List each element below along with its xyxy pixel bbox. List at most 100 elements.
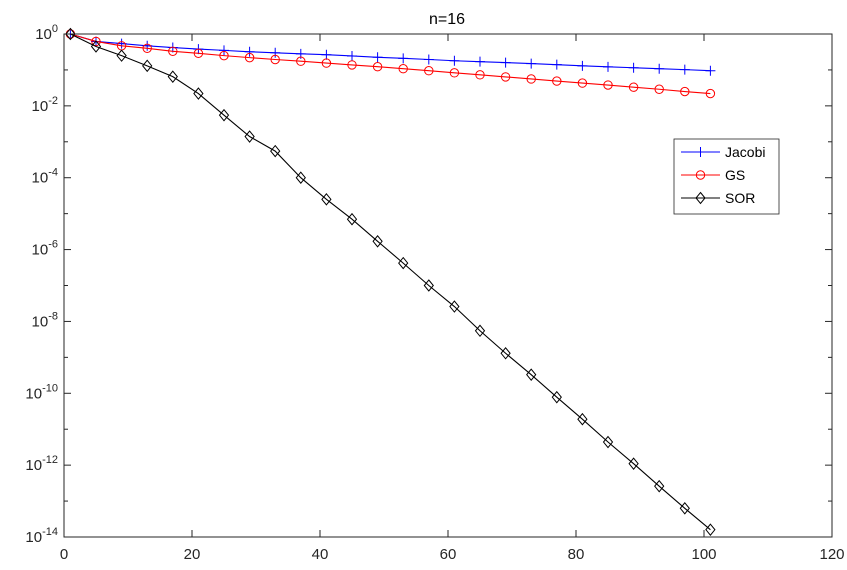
y-tick-label: 10-8 <box>32 310 58 330</box>
data-point <box>424 66 434 76</box>
data-point <box>167 70 178 83</box>
data-point <box>321 58 332 68</box>
x-tick-label: 80 <box>568 546 585 563</box>
legend-marker <box>695 170 706 180</box>
series-sor <box>65 27 716 536</box>
data-point <box>218 108 230 122</box>
data-point <box>577 412 588 426</box>
x-tick-label: 0 <box>60 546 68 563</box>
data-point <box>423 279 434 292</box>
data-point <box>193 87 204 100</box>
plot-frame <box>63 33 833 538</box>
x-tick-label: 120 <box>819 546 844 563</box>
legend-marker <box>695 191 706 205</box>
data-point <box>398 53 409 64</box>
data-point <box>142 43 152 53</box>
data-point <box>449 55 460 66</box>
legend: Jacobi GS SOR <box>673 138 780 215</box>
data-point <box>91 36 101 47</box>
data-point <box>654 84 664 94</box>
x-tick-label: 20 <box>184 546 201 563</box>
data-point <box>321 193 332 206</box>
data-point <box>526 74 536 84</box>
data-point <box>193 48 204 59</box>
data-point <box>270 47 281 58</box>
legend-label: SOR <box>725 190 755 206</box>
data-point <box>654 63 665 74</box>
data-point <box>602 435 614 449</box>
legend-label: Jacobi <box>725 144 765 160</box>
data-point <box>142 59 153 73</box>
y-tick-label: 10-4 <box>32 167 58 187</box>
legend-marker <box>695 147 706 157</box>
data-point <box>551 390 562 404</box>
data-point <box>270 144 281 158</box>
data-point <box>295 171 306 185</box>
series-line-jacobi <box>70 33 711 72</box>
data-point <box>526 368 537 381</box>
data-point <box>526 58 537 69</box>
data-point <box>398 256 409 270</box>
data-point <box>244 52 255 63</box>
data-point <box>551 59 562 70</box>
data-point <box>705 65 716 76</box>
series-gs <box>65 29 716 99</box>
data-point <box>372 235 383 248</box>
legend-entry-jacobi: Jacobi <box>681 144 765 160</box>
data-point <box>449 300 460 313</box>
y-tick-label: 10-10 <box>25 382 58 402</box>
data-point <box>680 86 690 97</box>
data-point <box>475 56 485 67</box>
data-point <box>705 523 716 536</box>
data-point <box>65 27 76 41</box>
data-point <box>398 64 408 74</box>
data-point <box>372 52 383 63</box>
data-point <box>500 57 511 68</box>
data-point <box>244 130 255 143</box>
data-point <box>603 61 613 72</box>
legend-entry-sor: SOR <box>681 190 755 206</box>
y-tick-label: 10-14 <box>25 526 58 546</box>
y-tick-label: 10-12 <box>25 454 58 474</box>
series-jacobi <box>65 29 716 76</box>
data-point <box>372 61 383 72</box>
data-point <box>474 324 486 338</box>
data-point <box>500 72 511 82</box>
data-point <box>654 479 665 493</box>
data-point <box>628 62 639 73</box>
data-point <box>347 50 357 61</box>
data-point <box>500 346 511 360</box>
y-tick-label: 100 <box>35 23 58 43</box>
data-point <box>577 78 588 88</box>
chart-title: n=16 <box>429 11 465 28</box>
data-point <box>679 64 690 75</box>
data-point <box>219 45 229 56</box>
data-point <box>219 50 229 61</box>
series-line-sor <box>70 33 711 531</box>
data-point <box>296 56 306 66</box>
data-point <box>449 68 460 78</box>
legend-label: GS <box>725 167 745 183</box>
y-tick-label: 10-6 <box>32 239 58 259</box>
data-point <box>90 40 102 53</box>
data-point <box>168 46 178 56</box>
data-point <box>270 54 280 65</box>
data-point <box>244 46 255 57</box>
legend-entry-gs: GS <box>681 167 745 183</box>
axis-layer: 0 20 40 60 80 100 120 100 10-2 10-4 10-6 10-8 10-10 1… <box>25 23 844 563</box>
x-tick-label: 60 <box>440 546 457 563</box>
data-point <box>321 49 332 60</box>
data-point <box>346 212 358 226</box>
data-point <box>552 76 562 86</box>
data-point <box>116 49 127 62</box>
data-point <box>577 60 588 71</box>
data-point <box>475 70 485 80</box>
x-tick-label: 40 <box>312 546 329 563</box>
series-line-gs <box>70 33 711 95</box>
data-point <box>679 501 690 515</box>
x-tick-label: 100 <box>691 546 716 563</box>
data-point <box>628 82 639 92</box>
series-layer <box>65 27 716 536</box>
data-point <box>423 54 434 65</box>
